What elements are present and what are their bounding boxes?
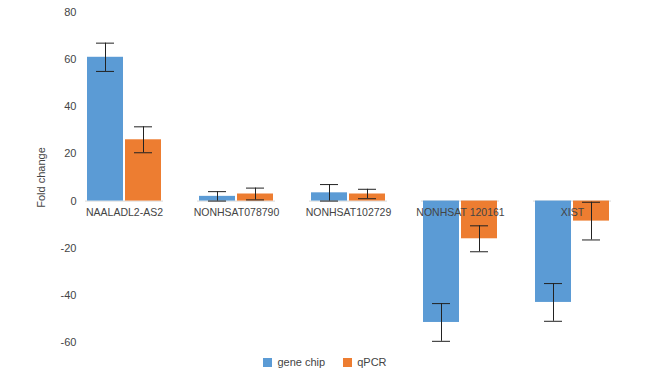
svg-text:40: 40 [64,100,76,112]
svg-text:NAALADL2-AS2: NAALADL2-AS2 [86,206,163,218]
svg-text:80: 80 [64,6,76,18]
svg-text:-20: -20 [61,242,77,254]
html-text:gene chip: gene chip [277,356,326,368]
svg-text:-40: -40 [61,289,77,301]
svg-text:NONHSAT078790: NONHSAT078790 [194,206,280,218]
svg-text:NONHSAT102729: NONHSAT102729 [306,206,392,218]
svg-text:-60: -60 [61,336,77,348]
svg-text:NONHSAT 120161: NONHSAT 120161 [416,206,504,218]
svg-text:0: 0 [70,195,76,207]
svg-text:20: 20 [64,147,76,159]
svg-text:XIST: XIST [561,206,585,218]
svg-text:Fold change: Fold change [35,147,47,208]
svg-text:60: 60 [64,53,76,65]
html-text:qPCR: qPCR [357,356,387,368]
